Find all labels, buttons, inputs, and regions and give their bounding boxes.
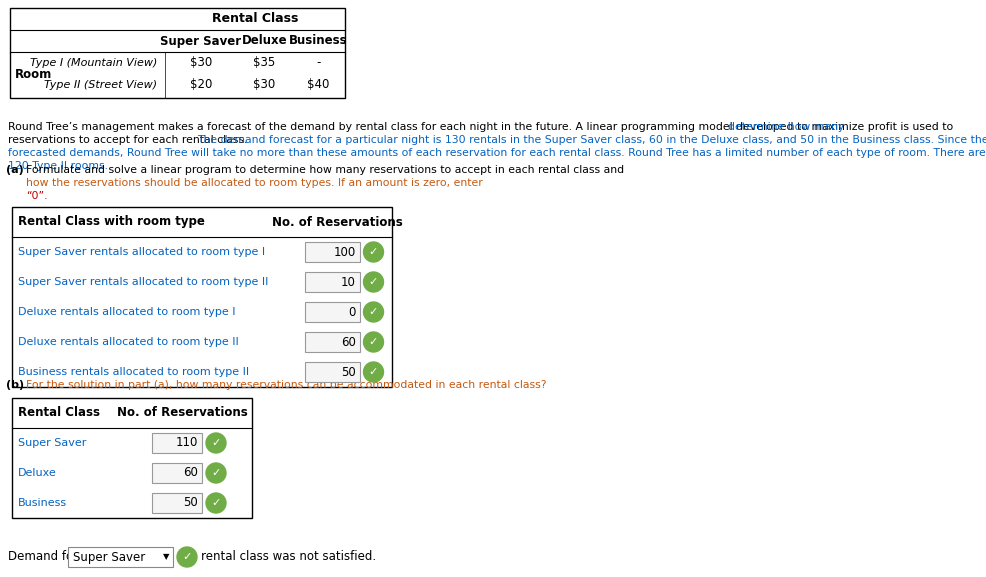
Bar — [12, 207, 392, 387]
Text: ✓: ✓ — [369, 247, 379, 257]
Text: Business rentals allocated to room type II: Business rentals allocated to room type … — [18, 367, 249, 377]
Text: Business: Business — [18, 498, 67, 508]
Bar — [68, 547, 173, 567]
Text: -: - — [317, 57, 320, 69]
Text: ✓: ✓ — [211, 498, 221, 508]
Circle shape — [206, 433, 226, 453]
Text: 120 Type II rooms.: 120 Type II rooms. — [8, 161, 108, 171]
Text: Demand for: Demand for — [8, 550, 78, 564]
Text: ✓: ✓ — [369, 337, 379, 347]
Text: Deluxe rentals allocated to room type II: Deluxe rentals allocated to room type II — [18, 337, 239, 347]
Text: The demand forecast for a particular night is 130 rentals in the Super Saver cla: The demand forecast for a particular nig… — [197, 135, 986, 145]
Text: 100: 100 — [333, 245, 356, 258]
Text: 50: 50 — [183, 496, 198, 509]
Bar — [152, 433, 202, 453]
Text: ▼: ▼ — [163, 553, 170, 561]
Bar — [305, 332, 360, 352]
Text: Rental Class with room type: Rental Class with room type — [18, 215, 205, 228]
Text: ✓: ✓ — [369, 367, 379, 377]
Text: Deluxe: Deluxe — [242, 35, 287, 47]
Text: ✓: ✓ — [211, 438, 221, 448]
Text: 110: 110 — [176, 436, 198, 449]
Bar — [305, 242, 360, 262]
Text: ✓: ✓ — [211, 468, 221, 478]
Bar — [152, 493, 202, 513]
Text: Super Saver: Super Saver — [161, 35, 242, 47]
Text: (a): (a) — [6, 165, 24, 175]
Text: Rental Class: Rental Class — [212, 13, 298, 25]
Text: ✓: ✓ — [369, 277, 379, 287]
Text: $20: $20 — [190, 78, 212, 92]
Text: Super Saver rentals allocated to room type II: Super Saver rentals allocated to room ty… — [18, 277, 268, 287]
Circle shape — [364, 332, 384, 352]
Text: Formulate and solve a linear program to determine how many reservations to accep: Formulate and solve a linear program to … — [26, 165, 628, 175]
Circle shape — [364, 362, 384, 382]
Text: Type I (Mountain View): Type I (Mountain View) — [30, 58, 157, 68]
Text: determine how many: determine how many — [728, 122, 844, 132]
Text: 60: 60 — [183, 466, 198, 479]
Text: rental class was not satisfied.: rental class was not satisfied. — [201, 550, 376, 564]
Text: 60: 60 — [340, 335, 356, 349]
Circle shape — [364, 302, 384, 322]
Circle shape — [206, 493, 226, 513]
Text: 50: 50 — [341, 365, 356, 379]
Text: reservations to accept for each rental class.: reservations to accept for each rental c… — [8, 135, 250, 145]
Text: Round Tree’s management makes a forecast of the demand by rental class for each : Round Tree’s management makes a forecast… — [8, 122, 956, 132]
Text: 10: 10 — [340, 275, 356, 288]
Bar — [305, 272, 360, 292]
Bar — [152, 463, 202, 483]
Text: Rental Class: Rental Class — [18, 407, 100, 419]
Text: ✓: ✓ — [182, 552, 191, 562]
Text: ✓: ✓ — [369, 307, 379, 317]
Circle shape — [364, 272, 384, 292]
Bar — [10, 8, 345, 98]
Circle shape — [364, 242, 384, 262]
Circle shape — [177, 547, 197, 567]
Text: how the reservations should be allocated to room types. If an amount is zero, en: how the reservations should be allocated… — [26, 178, 483, 188]
Text: $30: $30 — [253, 78, 276, 92]
Text: For the solution in part (a), how many reservations can be accommodated in each : For the solution in part (a), how many r… — [26, 380, 546, 390]
Text: Deluxe rentals allocated to room type I: Deluxe rentals allocated to room type I — [18, 307, 236, 317]
Text: Super Saver: Super Saver — [18, 438, 87, 448]
Text: 0: 0 — [348, 305, 356, 319]
Bar — [305, 302, 360, 322]
Text: “0”.: “0”. — [26, 191, 47, 201]
Text: forecasted demands, Round Tree will take no more than these amounts of each rese: forecasted demands, Round Tree will take… — [8, 148, 986, 158]
Bar — [12, 398, 252, 518]
Text: Deluxe: Deluxe — [18, 468, 57, 478]
Text: $30: $30 — [190, 57, 212, 69]
Text: $40: $40 — [308, 78, 329, 92]
Bar — [305, 362, 360, 382]
Text: Super Saver rentals allocated to room type I: Super Saver rentals allocated to room ty… — [18, 247, 265, 257]
Text: No. of Reservations: No. of Reservations — [271, 215, 402, 228]
Text: $35: $35 — [253, 57, 276, 69]
Text: Super Saver: Super Saver — [73, 550, 145, 564]
Text: Type II (Street View): Type II (Street View) — [43, 80, 157, 90]
Text: Business: Business — [289, 35, 348, 47]
Circle shape — [206, 463, 226, 483]
Text: No. of Reservations: No. of Reservations — [116, 407, 247, 419]
Text: Room: Room — [15, 68, 52, 81]
Text: (b): (b) — [6, 380, 24, 390]
